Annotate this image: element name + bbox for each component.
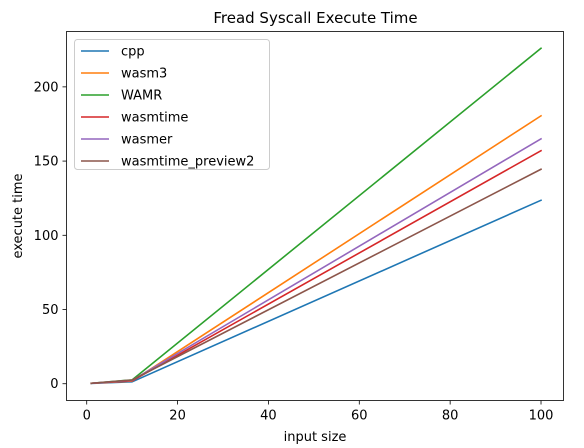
series-line-wasmtime [90, 149, 543, 385]
y-tick-label: 50 [42, 303, 59, 318]
x-tick-label: 80 [442, 409, 459, 424]
series-layer [90, 47, 543, 385]
legend-label: WAMR [121, 89, 162, 104]
y-tick-label: 200 [34, 80, 59, 95]
legend-label: wasmtime_preview2 [121, 155, 254, 170]
series-line-wasmtime-preview2 [90, 168, 543, 385]
legend-label: wasmer [121, 133, 173, 148]
x-tick-label: 0 [83, 409, 91, 424]
y-tick-label: 100 [34, 229, 59, 244]
y-tick-label: 150 [34, 155, 59, 170]
x-tick-label: 60 [351, 409, 368, 424]
legend-items: cpp wasm3 WAMR wasmtime wasmer wasmtime_previ… [81, 45, 254, 170]
y-axis-title: execute time [11, 173, 26, 258]
plot-frame [66, 31, 564, 401]
legend-label: cpp [121, 45, 145, 60]
legend-label: wasm3 [121, 67, 167, 82]
x-tick-label: 40 [260, 409, 277, 424]
series-line-cpp [90, 199, 543, 385]
x-tick-label: 20 [169, 409, 186, 424]
legend-label: wasmtime [121, 111, 188, 126]
x-axis-title: input size [284, 430, 347, 445]
chart-title: Fread Syscall Execute Time [213, 9, 417, 27]
legend-box [74, 39, 270, 170]
x-axis-ticks: 0 20 40 60 80 100 [83, 400, 554, 424]
x-tick-label: 100 [529, 409, 554, 424]
y-tick-label: 0 [50, 377, 58, 392]
legend: cpp wasm3 WAMR wasmtime wasmer wasmtime_previ… [74, 39, 270, 170]
y-axis-ticks: 0 50 100 150 200 [34, 80, 67, 392]
